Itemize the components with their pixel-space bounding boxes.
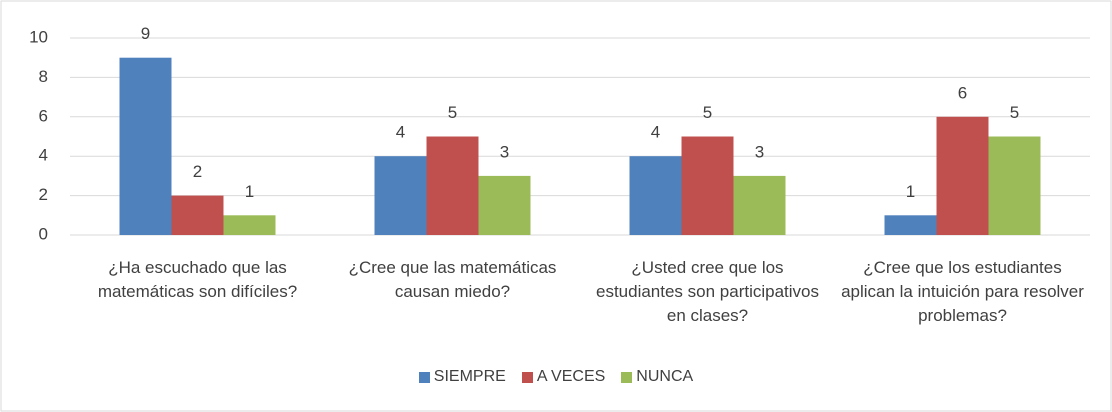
legend-swatch — [418, 371, 430, 383]
bar — [171, 195, 224, 235]
bar — [119, 57, 172, 236]
legend-label: A VECES — [536, 368, 606, 385]
y-tick-label: 8 — [39, 67, 48, 86]
data-label: 1 — [906, 182, 915, 201]
y-tick-label: 6 — [39, 106, 48, 125]
bar — [681, 136, 734, 235]
legend-swatch — [521, 371, 533, 383]
data-label: 1 — [245, 182, 254, 201]
y-tick-label: 0 — [39, 224, 48, 243]
legend-item: NUNCA — [621, 368, 693, 386]
legend-item: A VECES — [521, 368, 606, 386]
bar — [374, 156, 427, 235]
legend-label: NUNCA — [636, 368, 694, 385]
y-tick-label: 4 — [39, 146, 48, 165]
x-tick-label: ¿Ha escuchado que las matemáticas son di… — [97, 258, 298, 301]
bar — [936, 116, 989, 235]
data-label: 3 — [755, 142, 764, 161]
data-label: 9 — [141, 24, 150, 43]
data-label: 2 — [193, 162, 202, 181]
data-label: 6 — [958, 83, 967, 102]
bar — [629, 156, 682, 235]
data-label: 4 — [396, 123, 405, 142]
y-tick-label: 2 — [39, 185, 48, 204]
x-tick-label: ¿Cree que las matemáticas causan miedo? — [348, 258, 557, 301]
bar — [988, 136, 1041, 235]
bar — [478, 175, 531, 235]
data-label: 4 — [651, 123, 660, 142]
data-label: 5 — [703, 103, 712, 122]
bar — [426, 136, 479, 235]
legend-swatch — [621, 371, 633, 383]
legend-item: SIEMPRE — [418, 368, 506, 386]
data-label: 5 — [1010, 103, 1019, 122]
x-tick-label: ¿Usted cree que los estudiantes son part… — [595, 258, 820, 325]
y-tick-label: 10 — [29, 27, 48, 46]
legend-label: SIEMPRE — [433, 368, 506, 385]
bar — [884, 215, 937, 235]
legend: SIEMPRE A VECES NUNCA — [0, 368, 1112, 386]
data-label: 3 — [500, 142, 509, 161]
bar — [733, 175, 786, 235]
bar — [223, 215, 276, 235]
x-tick-label: ¿Cree que los estudiantes aplican la int… — [841, 258, 1084, 325]
data-label: 5 — [448, 103, 457, 122]
